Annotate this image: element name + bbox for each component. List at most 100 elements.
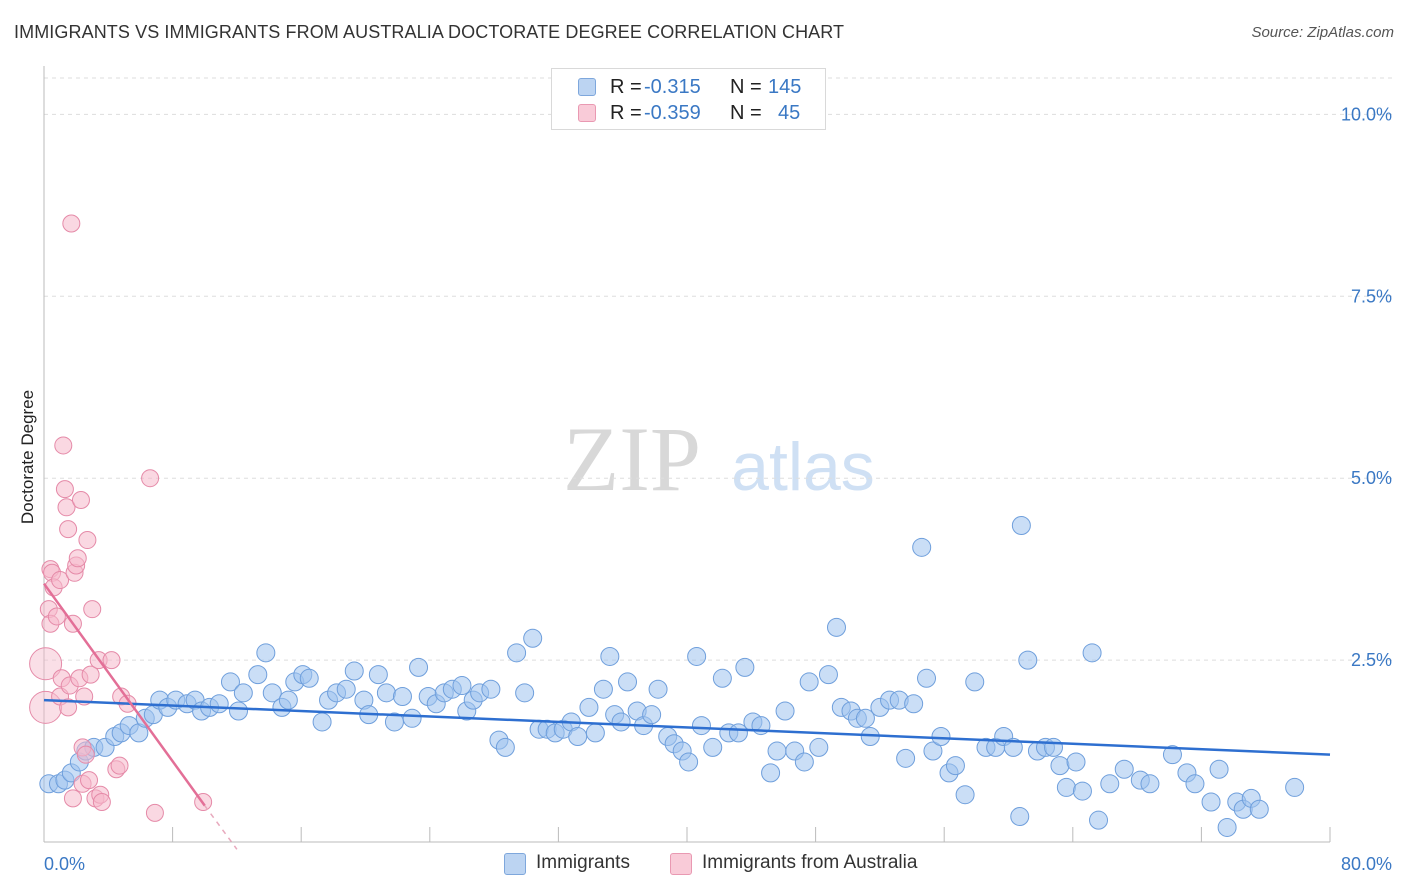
point-immigrants [735,657,755,677]
watermark: ZIP atlas [563,408,875,510]
point-australia [145,803,164,822]
point-australia [141,469,160,488]
point-immigrants [799,672,819,692]
legend-n-value: 45 [778,102,801,124]
point-immigrants [703,737,723,757]
watermark-atlas: atlas [731,429,875,505]
point-immigrants [712,668,732,688]
point-immigrants [1011,515,1031,535]
point-immigrants [1249,799,1269,819]
legend-n-label: N = [730,76,762,98]
point-immigrants [642,705,662,725]
point-immigrants [1082,643,1102,663]
point-immigrants [1089,810,1109,830]
y-tick-label: 2.5% [1351,650,1392,670]
legend-label-immigrants: Immigrants [536,852,630,873]
legend-swatch-pink [670,853,692,875]
point-immigrants [278,690,298,710]
gridlines [44,77,1392,661]
point-australia [80,771,99,790]
point-immigrants [1018,650,1038,670]
correlation-legend: R = -0.315 N = 145 R = -0.359 N = 45 [551,68,826,130]
point-australia [68,549,87,568]
point-immigrants [402,708,422,728]
point-immigrants [1003,737,1023,757]
point-immigrants [679,752,699,772]
point-immigrants [1066,752,1086,772]
point-immigrants [1201,792,1221,812]
point-immigrants [312,712,332,732]
point-immigrants [931,726,951,746]
trend-line-australia-extension [204,805,238,850]
point-australia [51,571,70,590]
legend-label-australia: Immigrants from Australia [702,852,918,873]
watermark-zip: ZIP [563,408,701,510]
point-australia [63,789,82,808]
point-immigrants [1056,777,1076,797]
point-immigrants [376,683,396,703]
point-immigrants [945,756,965,776]
point-immigrants [1140,774,1160,794]
legend-swatch-blue [504,853,526,875]
series-legend: Immigrants Immigrants from Australia [0,852,1406,878]
axes [43,66,1331,843]
point-australia [59,698,78,717]
point-immigrants [794,752,814,772]
point-immigrants [452,676,472,696]
point-immigrants [209,694,229,714]
y-axis-label: Doctorate Degree [18,389,37,525]
point-immigrants [687,646,707,666]
point-immigrants [775,701,795,721]
point-immigrants [1010,807,1030,827]
point-immigrants [809,737,829,757]
y-tick-label: 10.0% [1341,104,1392,124]
point-immigrants [923,741,943,761]
point-immigrants [1044,737,1064,757]
point-immigrants [904,694,924,714]
legend-swatch-pink [578,104,596,122]
point-immigrants [368,665,388,685]
point-australia [62,214,81,233]
point-immigrants [593,679,613,699]
point-immigrants [248,665,268,685]
point-immigrants [1185,774,1205,794]
point-immigrants [1162,745,1182,765]
point-immigrants [1217,817,1237,837]
legend-r-label: R = [610,102,642,124]
point-australia [81,665,100,684]
point-australia [71,491,90,510]
point-immigrants [611,712,631,732]
y-tick-labels: 2.5% 5.0% 7.5% 10.0% [1341,104,1392,670]
point-immigrants [523,628,543,648]
point-immigrants [507,643,527,663]
point-australia [57,498,76,517]
point-immigrants [1050,756,1070,776]
point-immigrants [1100,774,1120,794]
legend-swatch-blue [578,78,596,96]
x-tick-label-min: 0.0% [44,854,85,874]
point-immigrants [965,672,985,692]
x-tick-label-max: 80.0% [1341,854,1392,874]
point-immigrants [618,672,638,692]
point-australia [78,531,97,550]
trend-lines [42,582,1331,850]
point-immigrants [855,708,875,728]
point-immigrants [585,723,605,743]
point-immigrants [917,668,937,688]
point-immigrants [1072,781,1092,801]
point-australia [92,792,111,811]
point-immigrants [344,661,364,681]
point-australia [110,756,129,775]
point-australia [47,607,66,626]
point-immigrants [256,643,276,663]
point-immigrants [826,617,846,637]
point-immigrants [1114,759,1134,779]
point-immigrants [955,785,975,805]
point-immigrants [229,701,249,721]
point-australia [83,600,102,619]
point-immigrants [336,679,356,699]
legend-r-value: -0.315 [644,76,701,98]
point-immigrants [515,683,535,703]
point-immigrants [481,679,501,699]
